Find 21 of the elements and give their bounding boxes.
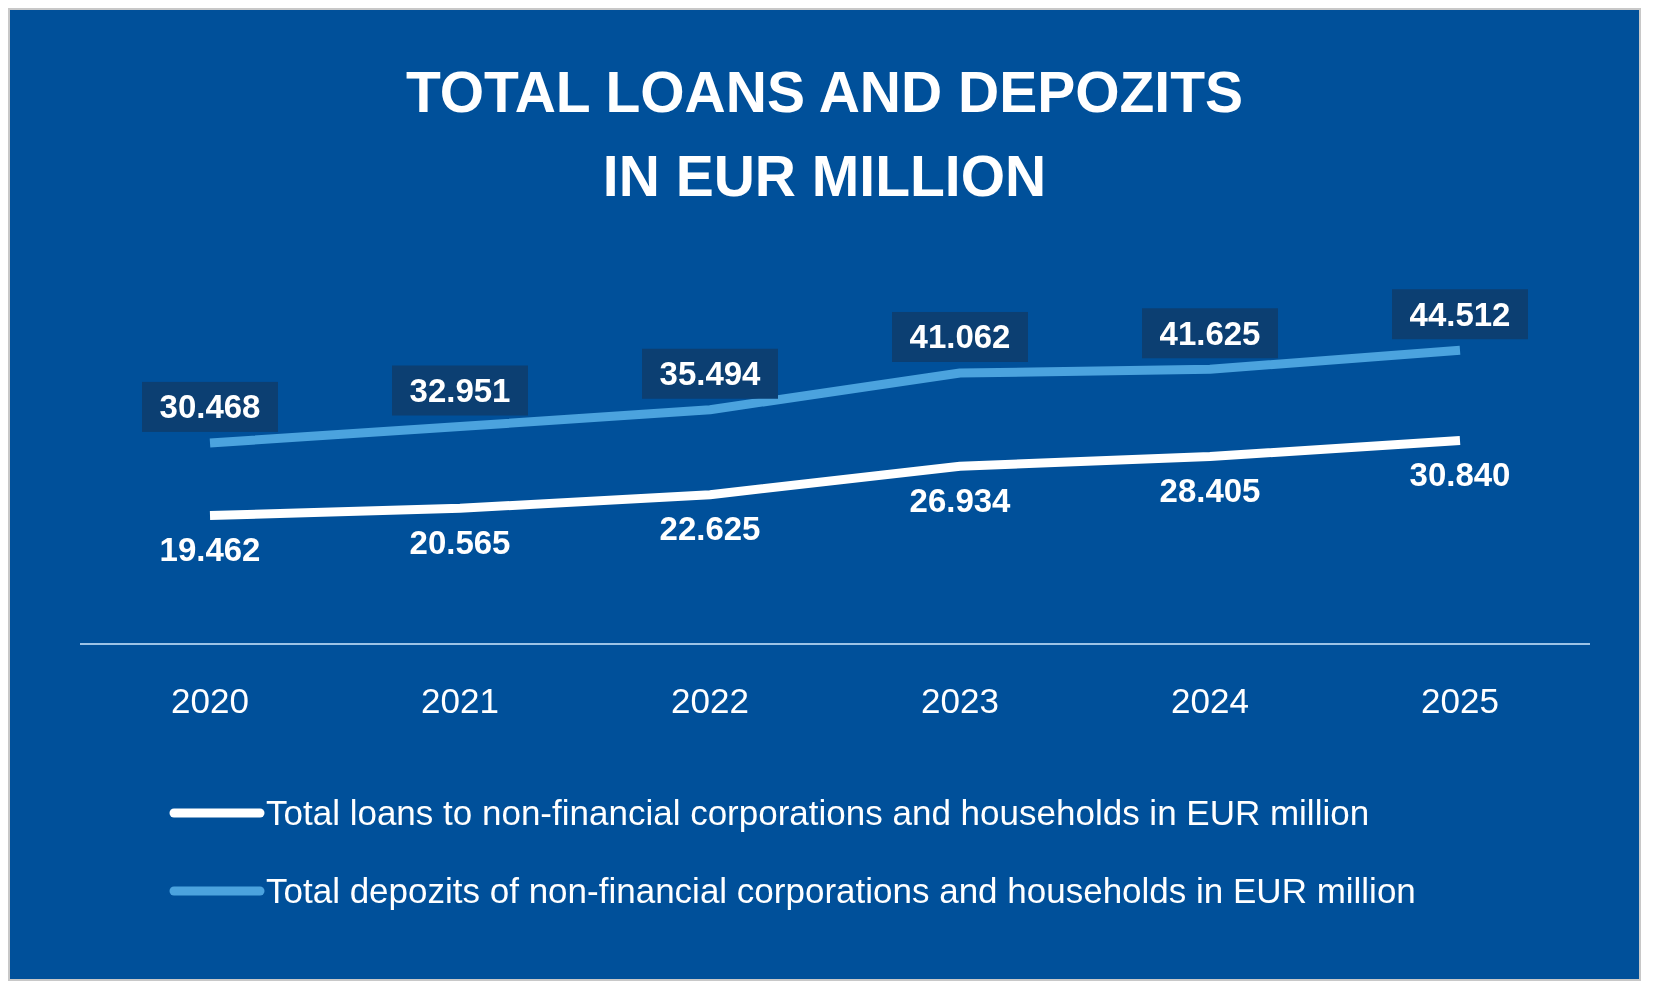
data-label: 28.405 (1159, 472, 1261, 510)
data-label: 20.565 (409, 523, 511, 561)
data-label: 26.934 (909, 481, 1012, 519)
data-label: 35.494 (659, 355, 762, 393)
chart-title: TOTAL LOANS AND DEPOZITS IN EUR MILLION (404, 59, 1245, 210)
x-tick-label: 2024 (1171, 680, 1249, 720)
data-label: 30.840 (1409, 455, 1511, 493)
data-label: 41.625 (1159, 314, 1261, 352)
x-tick-label: 2022 (671, 680, 749, 720)
data-label: 30.468 (159, 388, 261, 426)
x-tick-label: 2023 (921, 680, 999, 720)
legend-label: Total depozits of non-financial corporations and households in EUR million (266, 871, 1416, 911)
data-label: 19.462 (159, 531, 261, 569)
x-tick-label: 2020 (171, 680, 249, 720)
data-label: 32.951 (409, 372, 511, 410)
data-label: 41.062 (909, 318, 1011, 356)
x-tick-label: 2021 (421, 680, 499, 720)
data-label: 44.512 (1409, 295, 1511, 333)
legend-label: Total loans to non-financial corporations and households in EUR million (266, 793, 1370, 833)
x-tick-label: 2025 (1421, 680, 1499, 720)
data-label: 22.625 (659, 510, 761, 548)
